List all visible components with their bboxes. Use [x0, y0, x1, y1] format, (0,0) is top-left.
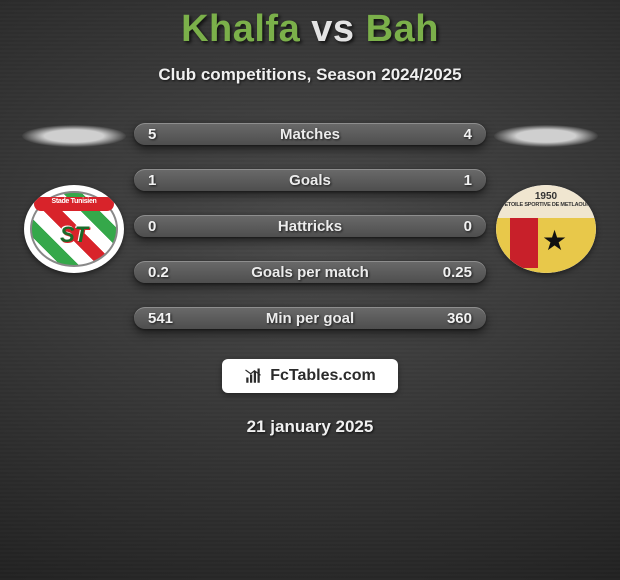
comparison-card: Khalfa vs Bah Club competitions, Season …	[0, 0, 620, 437]
page-title: Khalfa vs Bah	[181, 8, 439, 51]
stats-column: 5 Matches 4 1 Goals 1 0 Hattricks 0 0.2 …	[134, 123, 486, 329]
bar-chart-icon	[244, 367, 262, 385]
left-badge-arc-text: Stade Tunisien	[24, 198, 124, 205]
stat-row: 0.2 Goals per match 0.25	[134, 261, 486, 283]
brand-badge: FcTables.com	[222, 359, 398, 393]
title-player-right: Bah	[366, 8, 439, 50]
stat-right-value: 4	[432, 126, 472, 143]
stat-right-value: 360	[432, 310, 472, 327]
stat-left-value: 541	[148, 310, 188, 327]
right-player-col: ★ 1950 ETOILE SPORTIVE DE METLAOUI	[486, 123, 606, 273]
title-player-left: Khalfa	[181, 8, 300, 50]
stat-right-value: 0.25	[432, 264, 472, 281]
stat-right-value: 1	[432, 172, 472, 189]
right-club-badge: ★ 1950 ETOILE SPORTIVE DE METLAOUI	[496, 185, 596, 273]
stat-row: 1 Goals 1	[134, 169, 486, 191]
stat-left-value: 0.2	[148, 264, 188, 281]
brand-text: FcTables.com	[270, 367, 376, 385]
title-vs: vs	[311, 8, 354, 50]
stat-left-value: 0	[148, 218, 188, 235]
right-badge-year: 1950	[496, 191, 596, 202]
stat-row: 0 Hattricks 0	[134, 215, 486, 237]
stat-left-value: 5	[148, 126, 188, 143]
star-icon: ★	[542, 224, 567, 257]
stat-row: 541 Min per goal 360	[134, 307, 486, 329]
right-badge-arc-text: ETOILE SPORTIVE DE METLAOUI	[496, 202, 596, 208]
stat-row: 5 Matches 4	[134, 123, 486, 145]
left-badge-short: ST	[24, 222, 124, 248]
player-photo-placeholder-left	[22, 125, 126, 147]
left-club-badge: Stade Tunisien ST	[24, 185, 124, 273]
main-row: Stade Tunisien ST 5 Matches 4 1 Goals 1 …	[0, 123, 620, 329]
subtitle-text: Club competitions, Season 2024/2025	[158, 65, 461, 85]
left-player-col: Stade Tunisien ST	[14, 123, 134, 273]
player-photo-placeholder-right	[494, 125, 598, 147]
stat-right-value: 0	[432, 218, 472, 235]
date-text: 21 january 2025	[247, 417, 374, 437]
stat-left-value: 1	[148, 172, 188, 189]
